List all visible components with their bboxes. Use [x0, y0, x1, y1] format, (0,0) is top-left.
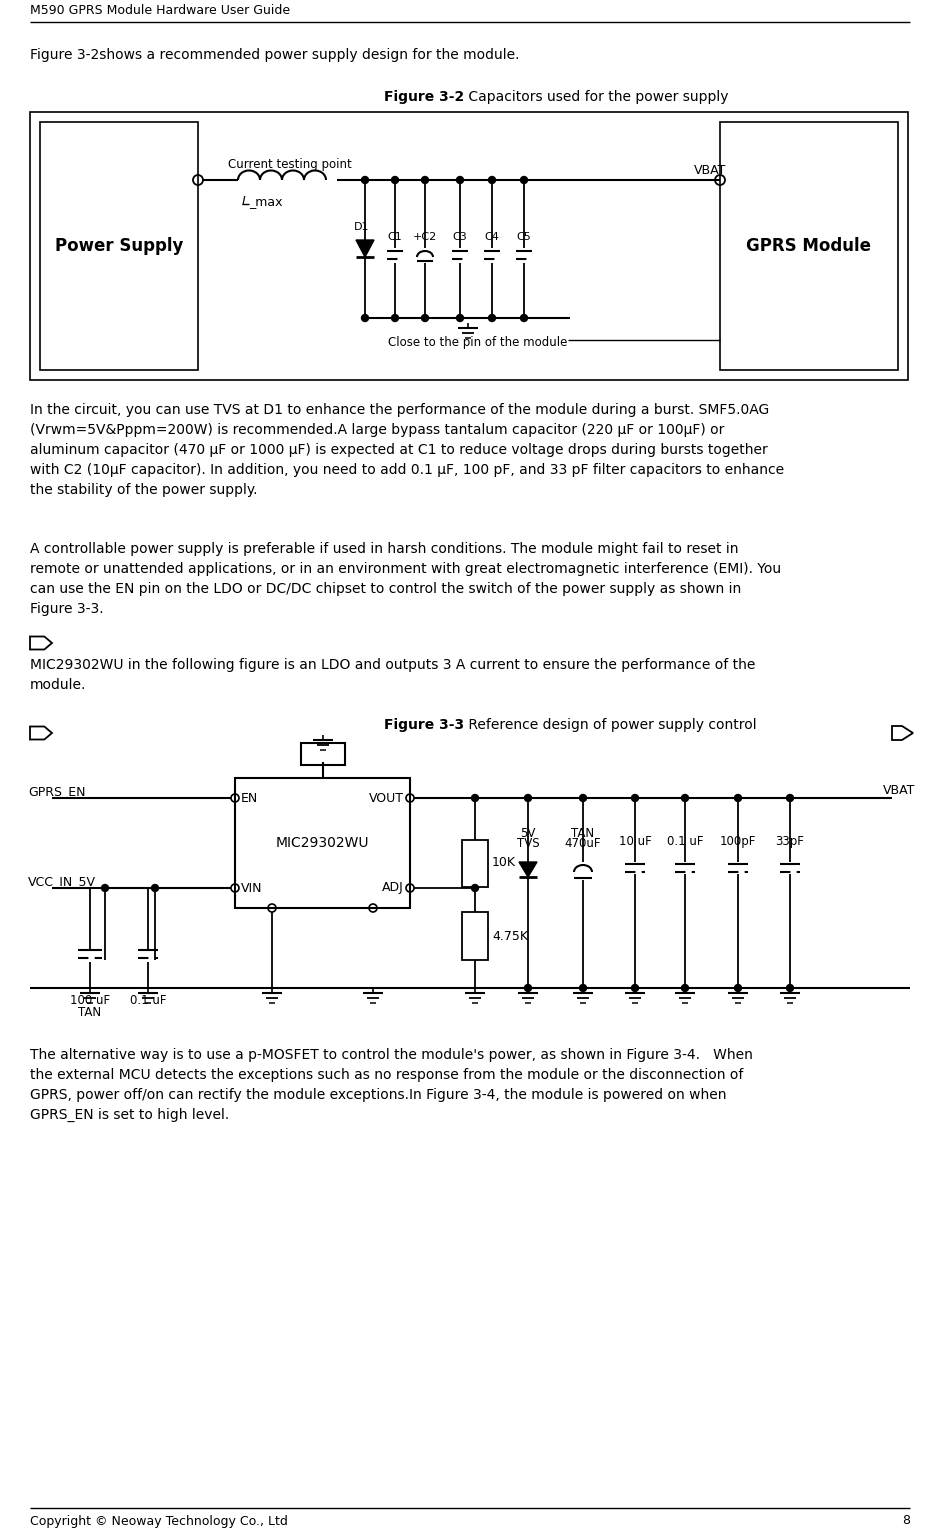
- Polygon shape: [892, 726, 913, 739]
- Circle shape: [457, 314, 463, 322]
- Circle shape: [682, 795, 688, 802]
- Text: M590 GPRS Module Hardware User Guide: M590 GPRS Module Hardware User Guide: [30, 5, 290, 17]
- Bar: [462, 912, 488, 960]
- Text: C5: C5: [517, 233, 531, 242]
- Text: C4: C4: [485, 233, 499, 242]
- Text: VBAT: VBAT: [694, 164, 726, 178]
- Text: VBAT: VBAT: [883, 784, 915, 798]
- Circle shape: [786, 795, 794, 802]
- Circle shape: [521, 176, 527, 184]
- Text: TVS: TVS: [517, 837, 539, 850]
- Text: 8: 8: [902, 1514, 910, 1528]
- Text: VOUT: VOUT: [369, 792, 404, 804]
- Text: EN: EN: [241, 792, 258, 804]
- Circle shape: [734, 984, 742, 992]
- Text: C1: C1: [387, 233, 402, 242]
- Text: D1: D1: [355, 222, 370, 233]
- Text: Reference design of power supply control: Reference design of power supply control: [464, 718, 757, 732]
- Circle shape: [421, 176, 429, 184]
- Text: MIC29302WU: MIC29302WU: [276, 836, 370, 850]
- Circle shape: [786, 984, 794, 992]
- Text: GPRS Module: GPRS Module: [747, 237, 871, 256]
- Circle shape: [421, 314, 429, 322]
- Circle shape: [631, 795, 639, 802]
- Bar: [462, 841, 488, 886]
- Text: Power Supply: Power Supply: [54, 237, 183, 256]
- Circle shape: [631, 984, 639, 992]
- Text: 10K: 10K: [492, 856, 516, 870]
- Text: Figure 3-2: Figure 3-2: [384, 90, 464, 104]
- Bar: [300, 743, 344, 766]
- Text: Copyright © Neoway Technology Co., Ltd: Copyright © Neoway Technology Co., Ltd: [30, 1514, 288, 1528]
- Text: 33pF: 33pF: [776, 834, 805, 848]
- Text: VCC_IN_5V: VCC_IN_5V: [28, 876, 96, 888]
- Circle shape: [524, 984, 532, 992]
- Circle shape: [489, 176, 495, 184]
- Text: In the circuit, you can use TVS at D1 to enhance the performance of the module d: In the circuit, you can use TVS at D1 to…: [30, 403, 784, 498]
- Text: ADJ: ADJ: [383, 882, 404, 894]
- Text: 100pF: 100pF: [719, 834, 756, 848]
- Text: 4.75K: 4.75K: [492, 929, 528, 943]
- Circle shape: [682, 984, 688, 992]
- Text: Figure 3-3: Figure 3-3: [384, 718, 464, 732]
- Text: 100 uF: 100 uF: [70, 994, 110, 1007]
- Text: VIN: VIN: [241, 882, 263, 894]
- Text: The alternative way is to use a p-MOSFET to control the module's power, as shown: The alternative way is to use a p-MOSFET…: [30, 1049, 753, 1122]
- Circle shape: [472, 795, 478, 802]
- Polygon shape: [30, 727, 52, 739]
- Circle shape: [361, 314, 369, 322]
- Circle shape: [361, 176, 369, 184]
- Text: 0.1 uF: 0.1 uF: [667, 834, 704, 848]
- Text: C3: C3: [453, 233, 467, 242]
- Text: 10 uF: 10 uF: [619, 834, 651, 848]
- Polygon shape: [519, 862, 537, 877]
- Circle shape: [489, 314, 495, 322]
- Circle shape: [580, 984, 586, 992]
- Circle shape: [101, 885, 109, 891]
- Circle shape: [391, 314, 399, 322]
- Bar: [720, 122, 898, 371]
- Bar: [235, 778, 410, 908]
- Polygon shape: [356, 240, 374, 257]
- Circle shape: [521, 314, 527, 322]
- Text: Current testing point: Current testing point: [228, 158, 352, 171]
- Text: Capacitors used for the power supply: Capacitors used for the power supply: [464, 90, 729, 104]
- Circle shape: [472, 885, 478, 891]
- Text: 470uF: 470uF: [565, 837, 601, 850]
- Text: A controllable power supply is preferable if used in harsh conditions. The modul: A controllable power supply is preferabl…: [30, 542, 781, 615]
- Text: Figure 3-2shows a recommended power supply design for the module.: Figure 3-2shows a recommended power supp…: [30, 47, 520, 61]
- Circle shape: [734, 795, 742, 802]
- Text: Close to the pin of the module: Close to the pin of the module: [388, 335, 567, 349]
- Text: I: I: [242, 194, 246, 208]
- Text: 0.1 uF: 0.1 uF: [129, 994, 166, 1007]
- Bar: [30, 112, 908, 380]
- Circle shape: [152, 885, 159, 891]
- Text: TAN: TAN: [571, 827, 595, 841]
- Text: MIC29302WU in the following figure is an LDO and outputs 3 A current to ensure t: MIC29302WU in the following figure is an…: [30, 658, 755, 692]
- Text: TAN: TAN: [79, 1006, 101, 1020]
- Polygon shape: [30, 637, 52, 649]
- Circle shape: [580, 795, 586, 802]
- Text: _max: _max: [249, 194, 282, 208]
- Text: GPRS_EN: GPRS_EN: [28, 785, 85, 798]
- Circle shape: [391, 176, 399, 184]
- Bar: [40, 122, 198, 371]
- Circle shape: [457, 176, 463, 184]
- Text: +C2: +C2: [413, 233, 437, 242]
- Text: 5V: 5V: [521, 827, 536, 841]
- Circle shape: [524, 795, 532, 802]
